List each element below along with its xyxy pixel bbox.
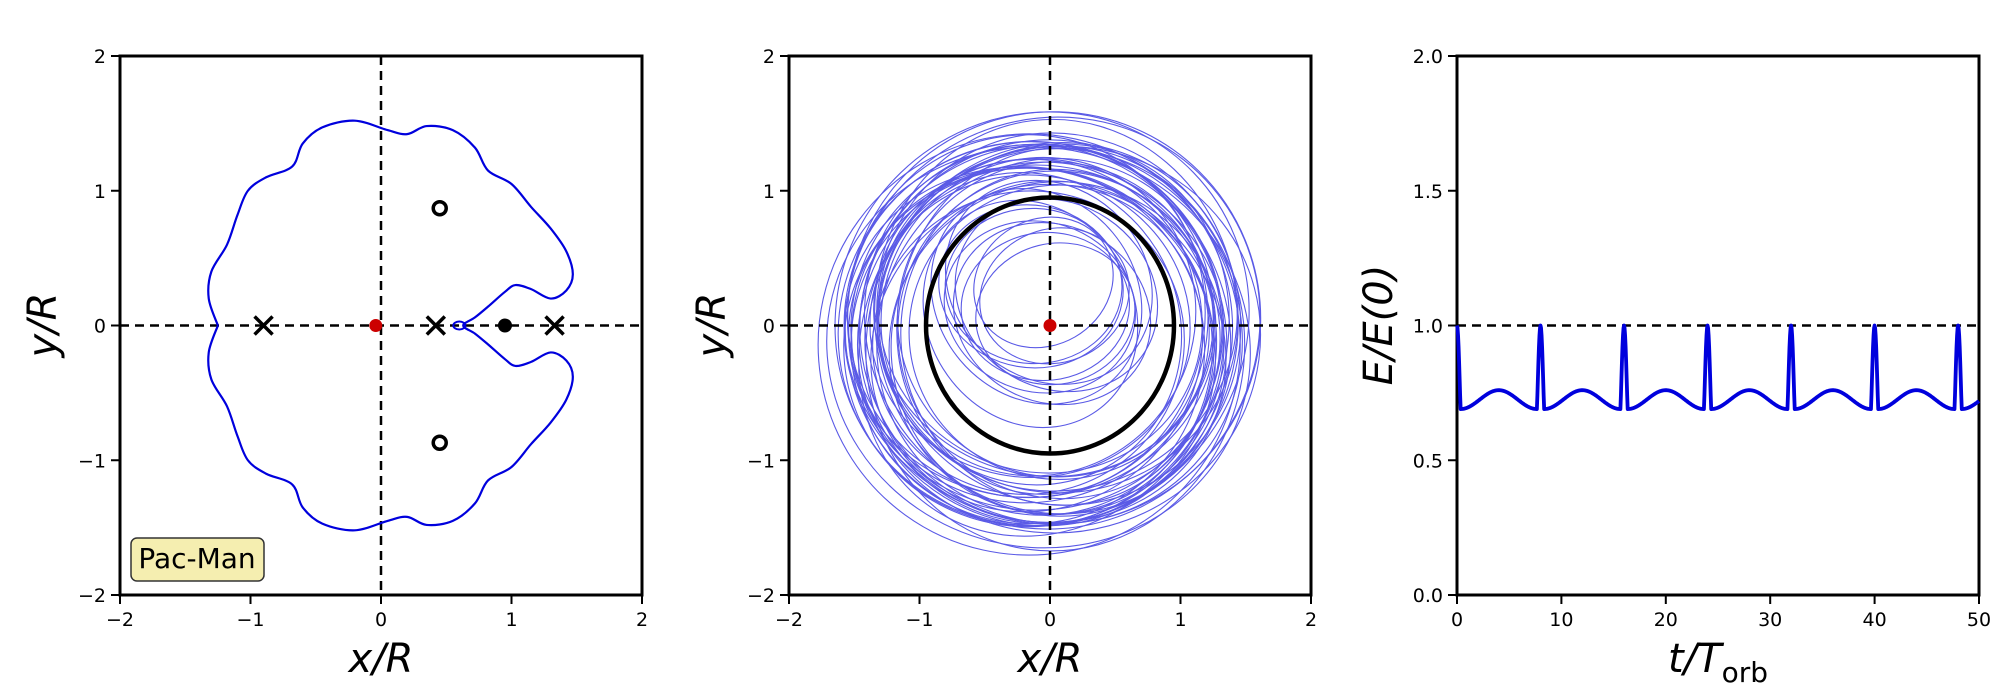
left-x-tick-label: 2 (636, 609, 648, 631)
pacman-label-box: Pac-Man (130, 537, 265, 582)
cross-marker (544, 315, 565, 336)
left-markers (253, 200, 565, 451)
orbit-trace (843, 140, 1224, 511)
right-x-axis-label: t/Torb (1668, 636, 1768, 689)
left-y-tick-label: 1 (94, 181, 106, 203)
right-x-tick-label: 40 (1863, 609, 1887, 631)
filled-black-marker (497, 318, 512, 333)
orbit-trace (897, 161, 1214, 478)
annotation-box (130, 537, 265, 582)
right-x-axis-label-subscript: orb (1722, 656, 1768, 689)
orbit-trace (826, 146, 1251, 549)
middle-x-tick-label: 0 (1044, 609, 1056, 631)
left-y-tick-label: −2 (78, 585, 106, 607)
left-x-axis-label: x/R (347, 636, 414, 682)
left-y-axis-label: y/R (20, 293, 66, 359)
left-x-tick-label: 0 (375, 609, 387, 631)
middle-y-tick-label: 2 (763, 46, 775, 68)
inner-orbit-trace (930, 188, 1143, 405)
middle-y-tick-label: 1 (763, 181, 775, 203)
middle-y-tick-label: −1 (747, 450, 775, 472)
left-y-tick-label: −1 (78, 450, 106, 472)
middle-y-axis-label: y/R (689, 293, 735, 359)
left-y-tick-label: 0 (94, 316, 106, 338)
right-x-tick-label: 30 (1758, 609, 1782, 631)
middle-ring (923, 195, 1177, 456)
inner-orbit-trace (960, 231, 1130, 382)
middle-y-tick-label: −2 (747, 585, 775, 607)
annotation-text: Pac-Man (138, 542, 255, 575)
cross-marker (425, 315, 447, 336)
inner-orbit-trace (973, 216, 1114, 349)
right-y-tick-label: 1.5 (1413, 181, 1443, 203)
inner-orbit-trace (922, 199, 1139, 429)
right-y-tick-label: 0.0 (1413, 585, 1443, 607)
right-x-axis-label-main: t/T (1668, 636, 1725, 682)
right-energy-curve (1455, 323, 1981, 411)
middle-ticks: −2 −1 0 1 2 −2 −1 0 1 2 (747, 46, 1317, 631)
right-x-tick-label: 10 (1549, 609, 1573, 631)
center-marker (1043, 319, 1057, 332)
left-x-tick-label: −1 (236, 609, 264, 631)
orbit-trace (872, 190, 1185, 495)
inner-orbit-trace (943, 220, 1137, 394)
boundary-curve (207, 119, 574, 532)
inner-orbit-trace (944, 179, 1153, 385)
inner-orbit-trace (944, 207, 1123, 365)
orbit-trace (859, 144, 1243, 525)
right-y-tick-label: 0.5 (1413, 450, 1443, 472)
panel-middle: −2 −1 0 1 2 −2 −1 0 1 2 x/R y/R (689, 46, 1317, 682)
orbit-trace (858, 139, 1234, 525)
middle-x-tick-label: 1 (1174, 609, 1186, 631)
energy-curve (1455, 323, 1981, 411)
panel-left: −2 −1 0 1 2 −2 −1 0 1 2 Pac-Man x/R y/R (20, 46, 648, 682)
open-circle-marker (431, 200, 448, 217)
orbit-trace (873, 158, 1215, 477)
right-y-tick-label: 2.0 (1413, 46, 1443, 68)
right-ticks: 0 10 20 30 40 50 0.0 0.5 1.0 1.5 2.0 (1413, 46, 1991, 631)
middle-x-axis-label: x/R (1016, 636, 1083, 682)
left-boundary-curve (207, 119, 574, 532)
panel-right: 0 10 20 30 40 50 0.0 0.5 1.0 1.5 2.0 t/Torb E/E(0) (1356, 46, 1991, 689)
right-x-tick-label: 0 (1451, 609, 1463, 631)
right-x-tick-label: 50 (1967, 609, 1991, 631)
middle-y-tick-label: 0 (763, 316, 775, 338)
left-ticks: −2 −1 0 1 2 −2 −1 0 1 2 (78, 46, 648, 631)
left-x-tick-label: −2 (106, 609, 134, 631)
open-circle-marker (431, 434, 448, 451)
right-y-axis-label: E/E(0) (1356, 265, 1402, 386)
ring (923, 195, 1177, 456)
middle-orbit-traces (817, 111, 1262, 556)
inner-orbit-trace (954, 198, 1159, 393)
boundary-loop (452, 320, 467, 331)
inner-orbit-trace (952, 222, 1152, 406)
orbit-trace (865, 145, 1246, 552)
middle-x-tick-label: −1 (905, 609, 933, 631)
orbit-trace (897, 170, 1221, 500)
cross-marker (253, 315, 274, 336)
right-x-tick-label: 20 (1654, 609, 1678, 631)
right-y-tick-label: 1.0 (1413, 316, 1443, 338)
left-x-tick-label: 1 (505, 609, 517, 631)
orbit-trace (888, 181, 1225, 516)
left-y-tick-label: 2 (94, 46, 106, 68)
filled-red-marker (369, 319, 383, 332)
middle-x-tick-label: 2 (1305, 609, 1317, 631)
middle-x-tick-label: −2 (775, 609, 803, 631)
orbit-trace (834, 111, 1250, 527)
